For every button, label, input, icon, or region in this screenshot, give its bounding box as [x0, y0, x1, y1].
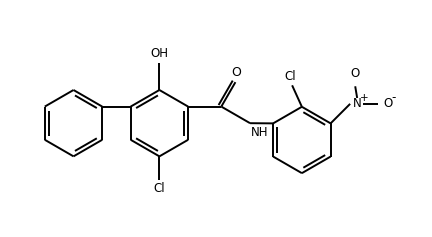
Text: NH: NH: [251, 126, 268, 139]
Text: O: O: [231, 66, 241, 79]
Text: O: O: [383, 97, 392, 110]
Text: O: O: [351, 67, 360, 80]
Text: Cl: Cl: [285, 70, 296, 83]
Text: N: N: [353, 97, 362, 110]
Text: -: -: [391, 91, 396, 104]
Text: OH: OH: [150, 47, 168, 60]
Text: +: +: [360, 93, 368, 103]
Text: Cl: Cl: [154, 182, 165, 195]
